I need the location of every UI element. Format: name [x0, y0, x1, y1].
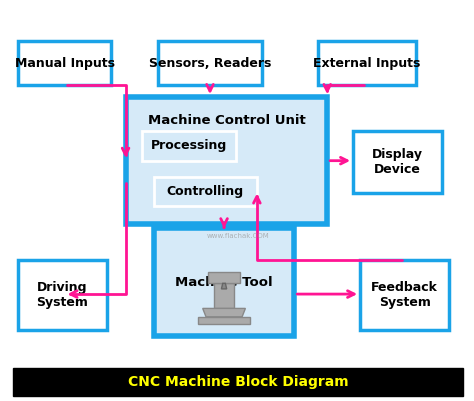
Text: CNC Machine Block Diagram: CNC Machine Block Diagram: [128, 375, 348, 389]
FancyBboxPatch shape: [154, 229, 294, 336]
Text: Machine Control Unit: Machine Control Unit: [147, 114, 305, 128]
Text: www.flachak.COM: www.flachak.COM: [207, 233, 270, 239]
Text: Display
Device: Display Device: [372, 148, 423, 176]
Text: Manual Inputs: Manual Inputs: [15, 57, 115, 70]
Polygon shape: [198, 317, 250, 324]
FancyBboxPatch shape: [318, 41, 416, 85]
FancyBboxPatch shape: [142, 131, 236, 161]
FancyBboxPatch shape: [158, 41, 262, 85]
FancyBboxPatch shape: [154, 176, 257, 207]
FancyBboxPatch shape: [126, 97, 327, 225]
Text: External Inputs: External Inputs: [313, 57, 421, 70]
FancyBboxPatch shape: [353, 131, 442, 192]
Text: Sensors, Readers: Sensors, Readers: [149, 57, 271, 70]
FancyBboxPatch shape: [18, 260, 107, 330]
Text: Processing: Processing: [151, 139, 227, 152]
Text: Controlling: Controlling: [167, 185, 244, 198]
Polygon shape: [221, 284, 227, 289]
Polygon shape: [214, 284, 234, 308]
Text: Feedback
System: Feedback System: [371, 281, 438, 309]
FancyBboxPatch shape: [18, 41, 111, 85]
Polygon shape: [208, 272, 240, 284]
Text: Driving
System: Driving System: [36, 281, 88, 309]
Polygon shape: [203, 308, 246, 317]
Text: Machine Tool: Machine Tool: [175, 275, 273, 289]
FancyBboxPatch shape: [13, 368, 463, 396]
FancyBboxPatch shape: [360, 260, 449, 330]
